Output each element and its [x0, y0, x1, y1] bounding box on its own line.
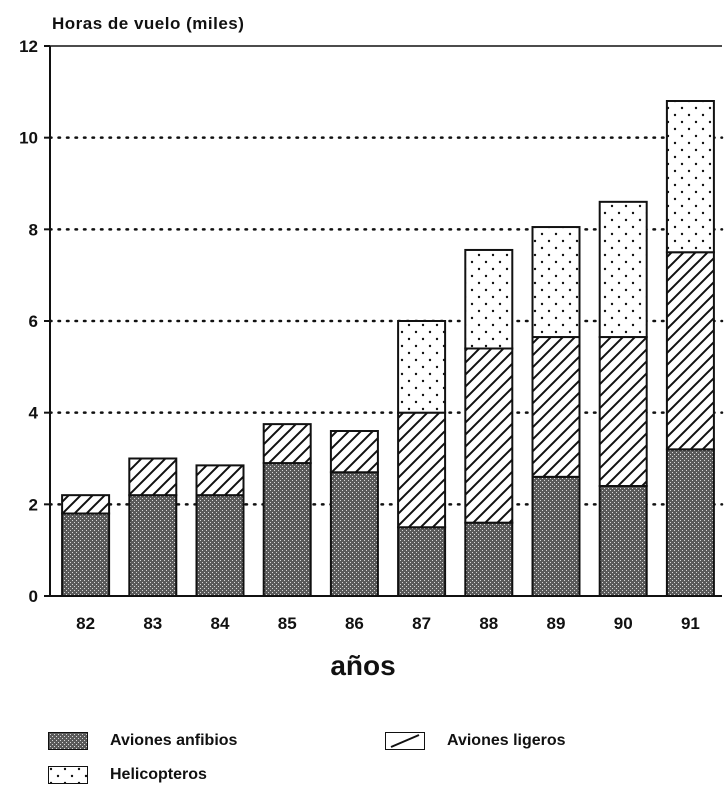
legend-swatch-helicopteros [48, 766, 88, 784]
legend-swatch-anfibios [48, 732, 88, 750]
y-tick-label-0: 0 [29, 587, 38, 606]
bar-82-series-2 [61, 494, 111, 515]
bar-83-series-1 [128, 494, 178, 597]
x-tick-label-82: 82 [76, 614, 95, 633]
x-tick-label-89: 89 [547, 614, 566, 633]
bar-88-series-2 [464, 347, 514, 524]
x-tick-label-84: 84 [211, 614, 230, 633]
bar-88-series-1 [464, 521, 514, 598]
axes: 0 2 4 6 8 10 12 82 83 84 85 86 87 88 89 90 91 [19, 37, 722, 633]
y-tick-label-10: 10 [19, 129, 38, 148]
bar-86-series-1 [329, 471, 379, 597]
y-tick-label-8: 8 [29, 220, 38, 239]
bar-91-series-1 [665, 448, 715, 598]
legend-item-helicopteros: Helicopteros [48, 766, 207, 784]
bar-85-series-1 [262, 462, 312, 598]
y-tick-label-4: 4 [29, 404, 39, 423]
x-tick-label-85: 85 [278, 614, 297, 633]
bar-87-series-3 [397, 320, 447, 414]
bar-89-series-3 [531, 226, 581, 339]
bar-84-series-2 [195, 464, 245, 497]
bar-89-series-1 [531, 475, 581, 598]
y-tick-label-2: 2 [29, 495, 38, 514]
x-tick-label-87: 87 [412, 614, 431, 633]
bar-85-series-2 [262, 423, 312, 465]
bar-88-series-3 [464, 248, 514, 350]
x-axis-label: años [330, 650, 396, 681]
bar-90-series-3 [598, 200, 648, 339]
x-tick-label-86: 86 [345, 614, 364, 633]
bar-91-series-2 [665, 251, 715, 451]
bar-82-series-1 [61, 512, 111, 597]
y-tick-label-12: 12 [19, 37, 38, 56]
bar-91-series-3 [665, 100, 715, 254]
bar-90-series-1 [598, 485, 648, 597]
legend-label-helicopteros: Helicopteros [110, 766, 207, 783]
bar-90-series-2 [598, 336, 648, 487]
bar-87-series-1 [397, 526, 447, 597]
bars [61, 100, 715, 598]
bar-83-series-2 [128, 457, 178, 497]
y-axis-label: Horas de vuelo (miles) [52, 14, 245, 33]
x-tick-label-88: 88 [479, 614, 498, 633]
bar-87-series-2 [397, 411, 447, 529]
legend-label-ligeros: Aviones ligeros [447, 732, 566, 749]
legend-item-ligeros: Aviones ligeros [385, 732, 566, 750]
bar-84-series-1 [195, 494, 245, 597]
x-tick-label-83: 83 [143, 614, 162, 633]
x-tick-label-91: 91 [681, 614, 700, 633]
bar-89-series-2 [531, 336, 581, 478]
bar-86-series-2 [329, 430, 379, 474]
legend-item-anfibios: Aviones anfibios [48, 732, 237, 750]
legend-label-anfibios: Aviones anfibios [110, 732, 238, 749]
x-tick-label-90: 90 [614, 614, 633, 633]
legend-swatch-ligeros [385, 732, 425, 750]
y-tick-label-6: 6 [29, 312, 38, 331]
